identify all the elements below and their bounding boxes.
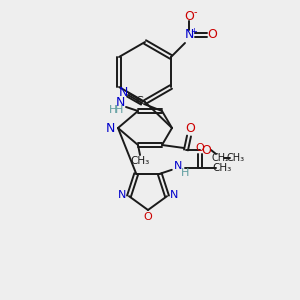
Text: CH₃: CH₃ (227, 153, 245, 163)
Text: +: + (190, 26, 197, 35)
Text: O: O (144, 212, 152, 222)
Text: N: N (184, 28, 194, 41)
Text: H: H (115, 105, 123, 115)
Text: O: O (184, 10, 194, 22)
Text: N: N (118, 190, 126, 200)
Text: N: N (174, 161, 182, 171)
Text: O: O (207, 28, 217, 41)
Text: O: O (195, 143, 204, 153)
Text: CH₂: CH₂ (211, 153, 229, 163)
Text: H: H (109, 105, 117, 115)
Text: -: - (193, 7, 197, 17)
Text: H: H (181, 168, 189, 178)
Text: N: N (118, 86, 128, 100)
Text: CH₃: CH₃ (212, 163, 231, 173)
Text: N: N (115, 95, 125, 109)
Text: O: O (185, 122, 195, 136)
Text: C: C (135, 96, 143, 106)
Text: O: O (201, 143, 211, 157)
Text: N: N (105, 122, 115, 134)
Text: N: N (170, 190, 178, 200)
Text: CH₃: CH₃ (130, 156, 150, 166)
